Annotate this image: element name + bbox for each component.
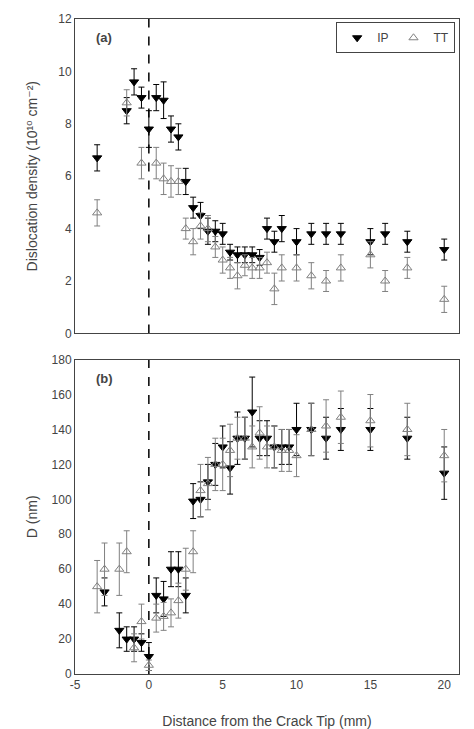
svg-text:TT: TT bbox=[434, 31, 449, 45]
svg-text:120: 120 bbox=[52, 458, 72, 472]
svg-text:(b): (b) bbox=[96, 371, 113, 386]
svg-text:IP: IP bbox=[377, 31, 388, 45]
svg-text:0: 0 bbox=[146, 678, 153, 692]
svg-text:180: 180 bbox=[52, 353, 72, 367]
svg-text:0: 0 bbox=[65, 327, 72, 341]
svg-text:D (nm): D (nm) bbox=[24, 495, 40, 538]
svg-text:(a): (a) bbox=[96, 30, 112, 45]
svg-text:Dislocation density (10¹⁰ cm⁻²: Dislocation density (10¹⁰ cm⁻²) bbox=[24, 81, 40, 271]
svg-text:140: 140 bbox=[52, 423, 72, 437]
svg-text:15: 15 bbox=[364, 678, 378, 692]
svg-text:-5: -5 bbox=[70, 678, 81, 692]
svg-text:6: 6 bbox=[65, 169, 72, 183]
svg-text:12: 12 bbox=[58, 12, 72, 26]
svg-text:100: 100 bbox=[52, 493, 72, 507]
svg-text:20: 20 bbox=[58, 632, 72, 646]
svg-text:20: 20 bbox=[438, 678, 452, 692]
svg-text:160: 160 bbox=[52, 388, 72, 402]
svg-text:10: 10 bbox=[58, 65, 72, 79]
svg-text:0: 0 bbox=[65, 667, 72, 681]
svg-text:40: 40 bbox=[58, 597, 72, 611]
svg-text:10: 10 bbox=[290, 678, 304, 692]
svg-text:4: 4 bbox=[65, 222, 72, 236]
svg-text:5: 5 bbox=[219, 678, 226, 692]
svg-text:60: 60 bbox=[58, 562, 72, 576]
svg-text:8: 8 bbox=[65, 117, 72, 131]
svg-text:80: 80 bbox=[58, 527, 72, 541]
svg-text:2: 2 bbox=[65, 274, 72, 288]
svg-text:Distance from the Crack Tip (m: Distance from the Crack Tip (mm) bbox=[162, 713, 371, 729]
